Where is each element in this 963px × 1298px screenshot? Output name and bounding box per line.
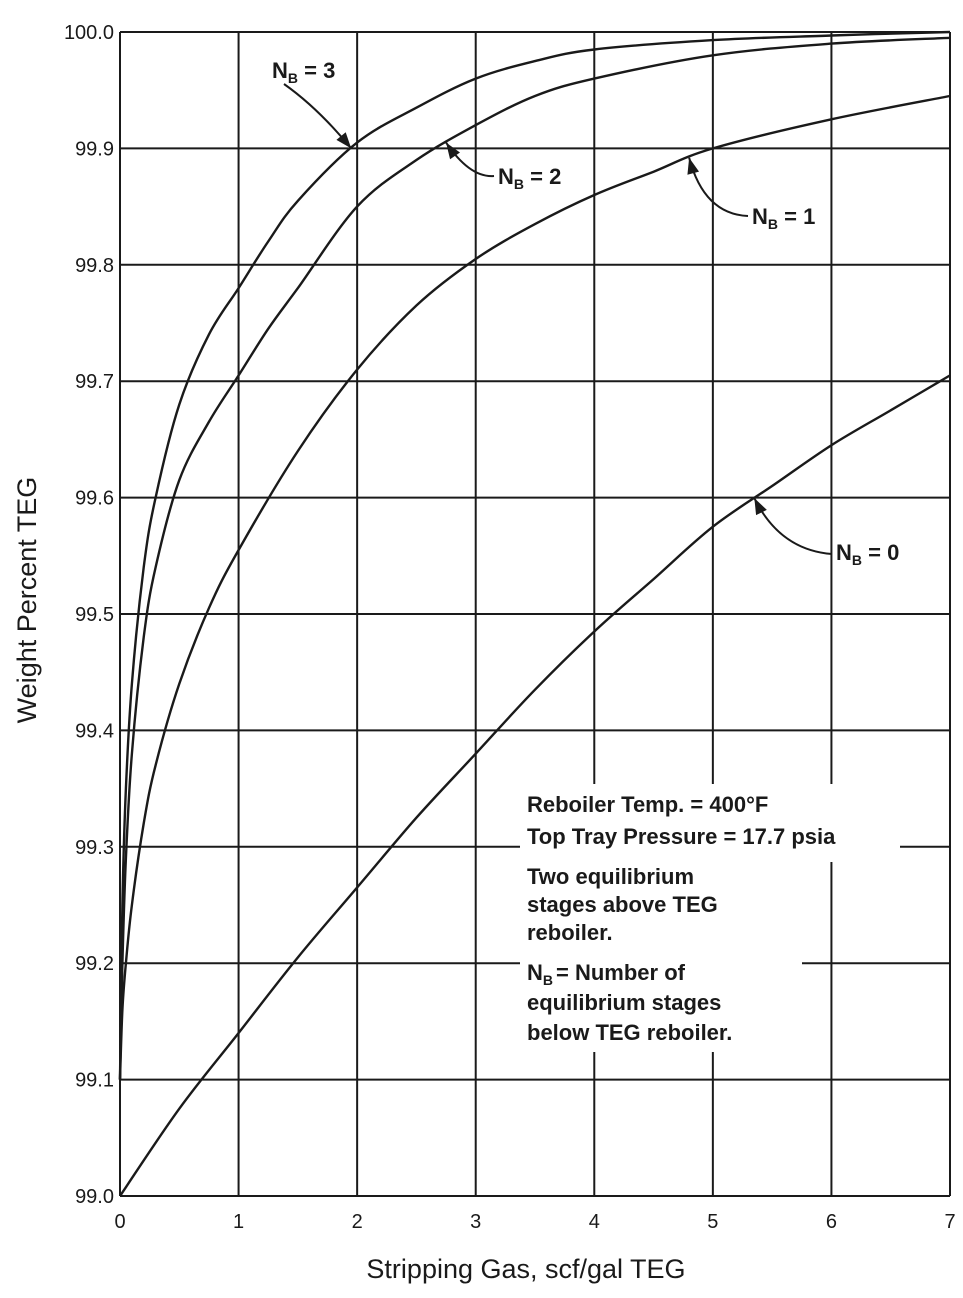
x-tick-label: 3 [470, 1211, 481, 1233]
series-label-n: N [272, 58, 288, 83]
series-label-n: N [498, 164, 514, 189]
leader-arrow-nb0 [753, 497, 833, 555]
series-curve-nb0 [119, 374, 951, 1197]
y-tick-label: 99.4 [75, 720, 114, 742]
annotation-nb-subscript: B [543, 972, 553, 988]
series-label-n: N [836, 540, 852, 565]
series-label-value: = 1 [778, 204, 815, 229]
grid [119, 31, 951, 1197]
y-tick-label: 99.3 [75, 837, 114, 859]
x-axis-label: Stripping Gas, scf/gal TEG [366, 1254, 685, 1284]
annotation-two-stages-line3: reboiler. [527, 920, 613, 945]
x-tick-label: 2 [352, 1211, 363, 1233]
y-tick-labels: 99.0 99.1 99.2 99.3 99.4 99.5 99.6 99.7 99.8 99.9… [64, 22, 114, 1208]
x-tick-label: 1 [233, 1211, 244, 1233]
annotation-reboiler-temp: Reboiler Temp. = 400°F [527, 792, 768, 817]
series-label-nb2: NB = 2 [498, 164, 561, 192]
annotation-background [520, 784, 908, 826]
series-label-nb3: NB = 3 [272, 58, 335, 86]
series-curve-nb3 [118, 30, 951, 1080]
annotation-background [520, 860, 802, 1052]
annotation-background [520, 820, 900, 862]
leader-arrow-nb3 [283, 83, 352, 150]
y-axis-label: Weight Percent TEG [12, 477, 42, 724]
x-tick-label: 5 [707, 1211, 718, 1233]
y-tick-label: 99.5 [75, 604, 114, 626]
x-tick-label: 6 [826, 1211, 837, 1233]
series-label-value: = 2 [524, 164, 561, 189]
annotation-top-tray-pressure: Top Tray Pressure = 17.7 psia [527, 824, 836, 849]
y-tick-label: 99.7 [75, 371, 114, 393]
series-label-value: = 3 [298, 58, 335, 83]
series-label-subscript: B [514, 176, 524, 192]
annotation-nb-symbol: N [527, 960, 543, 985]
annotation-two-stages-line2: stages above TEG [527, 892, 718, 917]
y-tick-label: 99.6 [75, 488, 114, 510]
y-tick-label: 99.2 [75, 953, 114, 975]
annotation-nb-definition-line2: equilibrium stages [527, 990, 721, 1015]
leader-arrow-nb2 [445, 142, 495, 178]
series-label-nb0: NB = 0 [836, 540, 899, 568]
x-tick-label: 7 [944, 1211, 955, 1233]
series-label-value: = 0 [862, 540, 899, 565]
y-tick-label: 99.8 [75, 255, 114, 277]
y-tick-label: 99.1 [75, 1070, 114, 1092]
series-label-nb1: NB = 1 [752, 204, 815, 232]
series-label-subscript: B [768, 216, 778, 232]
y-tick-label: 100.0 [64, 22, 114, 44]
x-tick-labels: 0 1 2 3 4 5 6 7 [114, 1211, 955, 1233]
y-tick-label: 99.9 [75, 138, 114, 160]
annotation-nb-definition-line1: NB = Number of [527, 960, 686, 988]
series-label-subscript: B [288, 70, 298, 86]
leader-arrow-nb1 [687, 157, 749, 217]
curves [118, 30, 951, 1197]
x-tick-label: 0 [114, 1211, 125, 1233]
annotation-nb-definition-line3: below TEG reboiler. [527, 1020, 732, 1045]
series-label-arrows [283, 83, 833, 555]
series-label-subscript: B [852, 552, 862, 568]
annotation-two-stages-line1: Two equilibrium [527, 864, 694, 889]
series-label-n: N [752, 204, 768, 229]
series-curve-nb2 [118, 36, 951, 1080]
annotation-nb-definition-text: = Number of [556, 960, 686, 985]
x-tick-label: 4 [589, 1211, 600, 1233]
y-tick-label: 99.0 [75, 1186, 114, 1208]
series-curve-nb1 [118, 94, 951, 1080]
